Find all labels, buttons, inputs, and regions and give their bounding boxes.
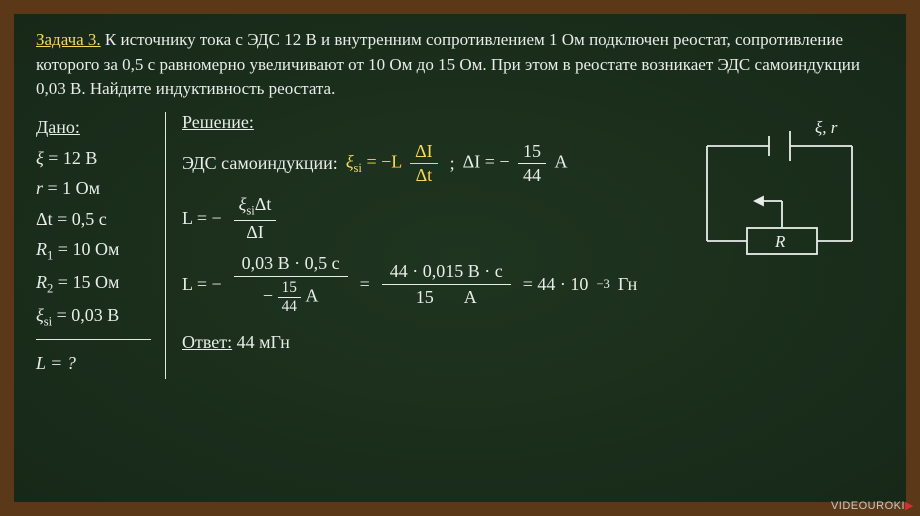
fraction: 0,03 В · 0,5 с − 15 44 А [234,251,348,318]
eq1-formula: ξsi = −L ΔI Δt [346,141,442,186]
watermark-logo: VIDEOUROKI▶ [831,499,914,512]
circuit-diagram: ξ, r R [687,116,872,281]
divider [36,339,151,340]
given-line-1: ξ = 12 В [36,143,153,174]
answer-row: Ответ: 44 мГн [182,332,884,353]
fraction: ξsiΔt ΔI [234,194,277,243]
given-line-3: Δt = 0,5 с [36,204,153,235]
given-line-4: R1 = 10 Ом [36,234,153,267]
circuit-source-label: ξ, r [815,118,838,137]
solution-block: Решение: ЭДС самоиндукции: ξsi = −L ΔI Δ… [166,112,884,379]
circuit-resistor-label: R [774,232,786,251]
nested-fraction: 15 44 [278,279,301,316]
answer-label: Ответ: [182,332,232,352]
given-line-2: r = 1 Ом [36,173,153,204]
given-line-6: ξsi = 0,03 В [36,300,153,333]
chalkboard: Задача 3. К источнику тока с ЭДС 12 В и … [14,14,906,502]
delta-i-eq: ΔI = − 15 44 А [463,141,568,186]
fraction: 15 44 [518,141,546,186]
problem-statement: Задача 3. К источнику тока с ЭДС 12 В и … [36,28,884,102]
fraction: ΔI Δt [410,141,438,186]
task-text: К источнику тока с ЭДС 12 В и внутренним… [36,30,860,98]
content-row: Дано: ξ = 12 В r = 1 Ом Δt = 0,5 с R1 = … [36,112,884,379]
given-block: Дано: ξ = 12 В r = 1 Ом Δt = 0,5 с R1 = … [36,112,166,379]
emf-label: ЭДС самоиндукции: [182,153,338,174]
given-title: Дано: [36,112,153,143]
answer-value: 44 мГн [232,332,290,352]
fraction: 44 · 0,015 В · с 15 А [382,259,511,310]
find-line: L = ? [36,348,153,379]
given-line-5: R2 = 15 Ом [36,267,153,300]
play-icon: ▶ [905,500,914,512]
wooden-frame: Задача 3. К источнику тока с ЭДС 12 В и … [0,0,920,516]
task-label: Задача 3. [36,30,101,49]
